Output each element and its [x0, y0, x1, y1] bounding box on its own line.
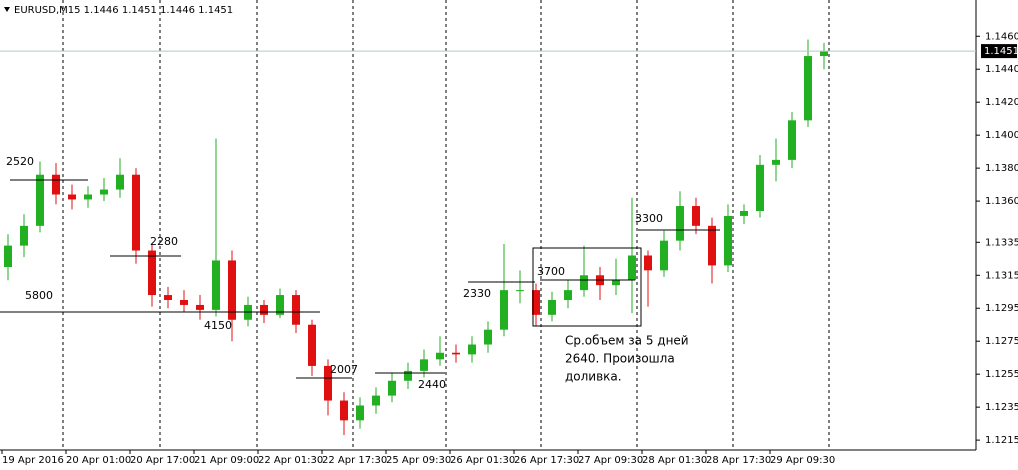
annotation: 4150 — [204, 319, 232, 332]
candle-body — [548, 300, 556, 315]
candle-body — [788, 120, 796, 160]
y-tick-label: 1.1360 — [985, 196, 1018, 207]
note-line: доливка. — [565, 370, 622, 384]
y-tick-label: 1.1335 — [985, 237, 1018, 248]
candle-body — [484, 329, 492, 345]
candle-body — [692, 206, 700, 226]
candles — [4, 39, 828, 436]
candle-body — [516, 290, 524, 292]
annotation: 3700 — [537, 265, 565, 278]
last-price-label: 1.1451 — [984, 46, 1018, 57]
y-tick-label: 1.1235 — [985, 402, 1018, 413]
candle-body — [468, 344, 476, 355]
candle-body — [644, 255, 652, 271]
y-tick-label: 1.1380 — [985, 163, 1018, 174]
x-tick-label: 27 Apr 09:30 — [578, 455, 643, 466]
chart-title: EURUSD,M15 1.1446 1.1451 1.1446 1.1451 — [14, 5, 233, 16]
menu-arrow[interactable] — [4, 7, 10, 12]
candle-body — [372, 395, 380, 406]
candle-body — [580, 275, 588, 291]
candle-body — [772, 159, 780, 165]
x-tick-label: 21 Apr 09:00 — [194, 455, 259, 466]
candle-body — [452, 352, 460, 355]
x-tick-label: 28 Apr 01:30 — [642, 455, 707, 466]
x-tick-label: 20 Apr 17:00 — [130, 455, 195, 466]
candle-body — [708, 225, 716, 266]
candle-body — [196, 304, 204, 310]
y-tick-label: 1.1295 — [985, 303, 1018, 314]
note-line: Ср.объем за 5 дней — [565, 334, 689, 348]
annotation: 2280 — [150, 235, 178, 248]
candle-body — [676, 206, 684, 241]
candle-body — [756, 164, 764, 211]
candle-body — [404, 370, 412, 381]
candle-body — [180, 300, 188, 305]
annotation: 2330 — [463, 287, 491, 300]
annotation: 2440 — [418, 378, 446, 391]
candle-body — [52, 174, 60, 195]
candle-body — [100, 189, 108, 195]
candle-body — [212, 260, 220, 310]
annotation: 3300 — [635, 212, 663, 225]
y-tick-label: 1.1215 — [985, 435, 1018, 446]
candle-body — [388, 380, 396, 396]
candle-body — [436, 352, 444, 360]
candle-body — [260, 304, 268, 315]
candle-body — [804, 56, 812, 121]
candle-body — [4, 245, 12, 268]
candle-body — [116, 174, 124, 190]
candle-body — [612, 280, 620, 286]
x-tick-label: 20 Apr 01:00 — [66, 455, 131, 466]
range-box — [532, 247, 642, 327]
candle-body — [20, 225, 28, 246]
candle-body — [660, 240, 668, 271]
candle-body — [228, 260, 236, 320]
note-line: 2640. Произошла — [565, 352, 675, 366]
y-tick-label: 1.1400 — [985, 130, 1018, 141]
candle-body — [164, 295, 172, 300]
annotation: 2007 — [330, 363, 358, 376]
candle-body — [340, 400, 348, 421]
y-tick-label: 1.1315 — [985, 270, 1018, 281]
candle-body — [36, 174, 44, 226]
x-tick-label: 19 Apr 2016 — [2, 455, 64, 466]
candle-body — [740, 210, 748, 216]
x-tick-label: 26 Apr 01:30 — [450, 455, 515, 466]
candle-body — [84, 194, 92, 200]
candle-body — [500, 290, 508, 330]
candle-body — [308, 324, 316, 366]
candle-body — [564, 290, 572, 300]
annotation: 5800 — [25, 289, 53, 302]
last-price-box — [981, 44, 1017, 59]
candle-body — [132, 174, 140, 251]
candle-body — [820, 51, 828, 57]
candle-body — [724, 215, 732, 266]
candle-body — [68, 194, 76, 200]
x-tick-label: 25 Apr 09:30 — [386, 455, 451, 466]
x-tick-label: 22 Apr 17:30 — [322, 455, 387, 466]
y-tick-label: 1.1275 — [985, 336, 1018, 347]
candle-body — [628, 255, 636, 281]
candle-body — [420, 359, 428, 371]
x-tick-label: 22 Apr 01:30 — [258, 455, 323, 466]
candle-body — [276, 295, 284, 315]
day-separators — [62, 0, 830, 450]
y-tick-label: 1.1460 — [985, 31, 1018, 42]
y-tick-label: 1.1440 — [985, 64, 1018, 75]
candle-body — [324, 365, 332, 401]
y-tick-label: 1.1255 — [985, 369, 1018, 380]
candle-body — [356, 405, 364, 421]
candle-body — [148, 250, 156, 296]
x-tick-label: 29 Apr 09:30 — [770, 455, 835, 466]
annotation: 2520 — [6, 155, 34, 168]
annotation-lines — [0, 179, 720, 379]
candle-body — [292, 295, 300, 325]
y-tick-label: 1.1420 — [985, 97, 1018, 108]
x-tick-label: 26 Apr 17:30 — [514, 455, 579, 466]
x-tick-label: 28 Apr 17:30 — [706, 455, 771, 466]
candle-body — [532, 290, 540, 315]
